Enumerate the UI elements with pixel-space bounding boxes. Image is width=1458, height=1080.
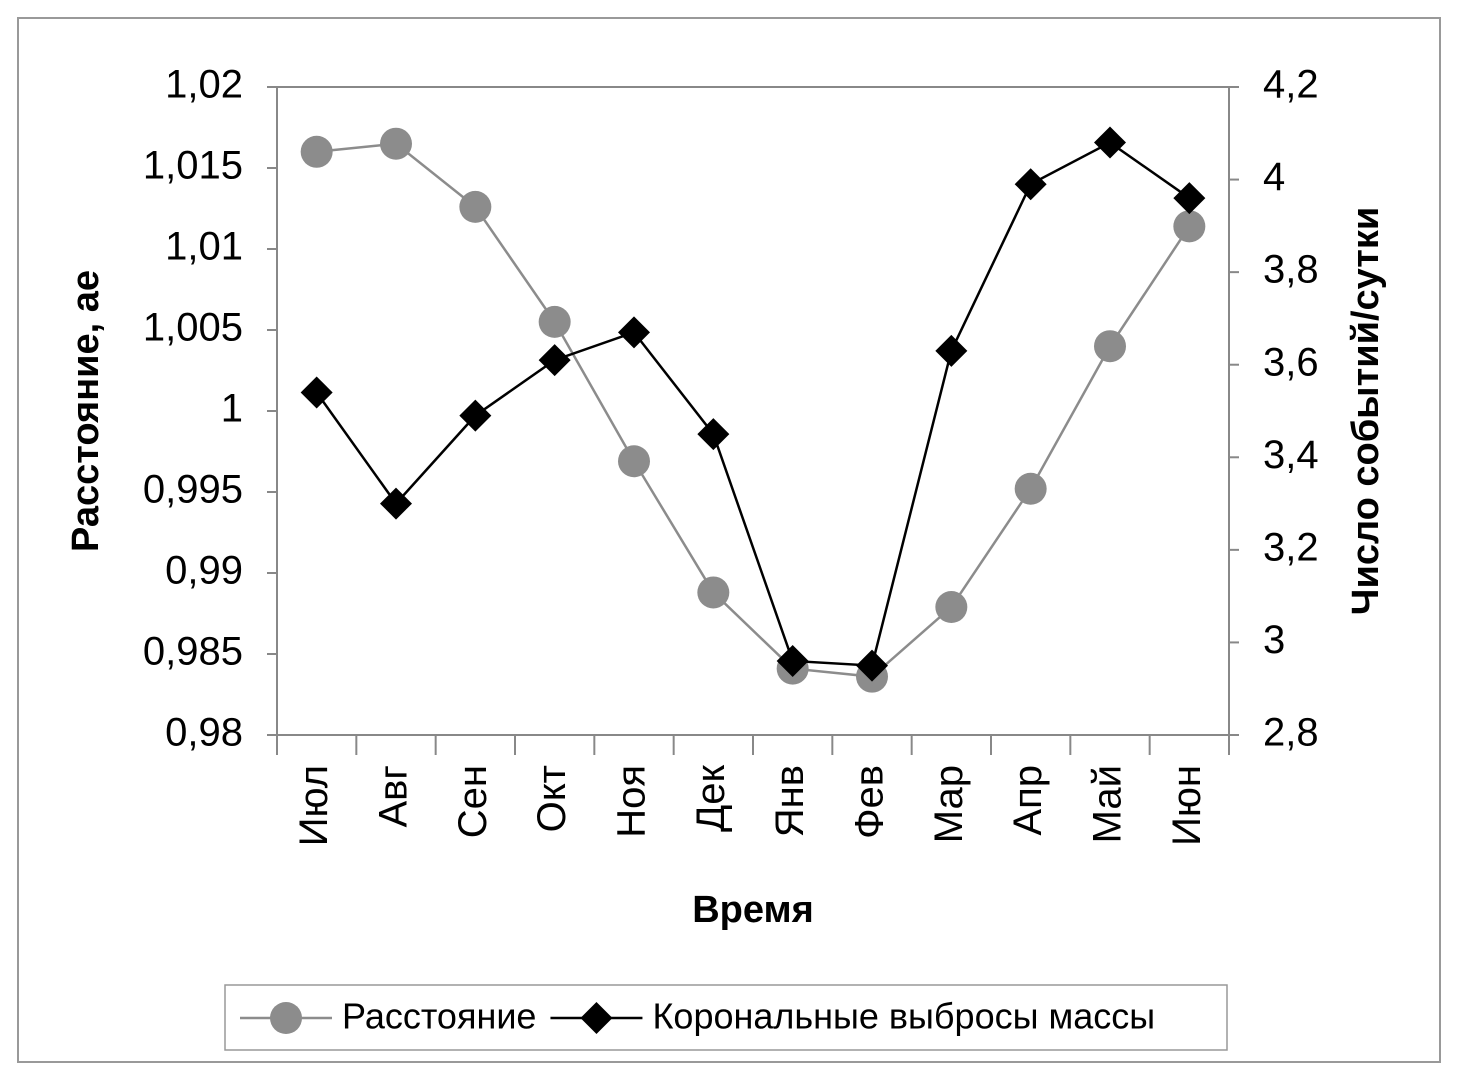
data-point — [1094, 126, 1126, 159]
data-point — [1014, 472, 1047, 505]
data-point — [935, 591, 968, 624]
x-tick-label: Янв — [768, 765, 812, 837]
data-point — [538, 344, 571, 377]
x-tick-label: Фев — [848, 765, 892, 839]
legend-label: Корональные выбросы массы — [652, 996, 1155, 1037]
data-point — [697, 418, 730, 451]
data-point — [1094, 330, 1126, 363]
x-tick-label: Дек — [689, 765, 733, 832]
data-point — [618, 445, 650, 478]
x-tick-label: Апр — [1006, 765, 1050, 836]
x-tick-label: Авг — [372, 765, 416, 828]
x-tick-label: Ноя — [610, 765, 654, 838]
y2-tick-label: 2,8 — [1263, 711, 1319, 755]
y-tick-label: 0,98 — [165, 711, 243, 755]
data-point — [538, 305, 571, 338]
data-point — [300, 135, 333, 168]
legend-marker — [580, 1002, 613, 1034]
series-line — [316, 142, 1191, 678]
x-tick-label: Окт — [530, 765, 574, 832]
x-tick-label: Мар — [927, 765, 971, 843]
y2-tick-label: 3,4 — [1263, 433, 1319, 477]
y2-tick-label: 3,8 — [1263, 248, 1319, 292]
series-line — [315, 141, 1191, 667]
y-tick-label: 0,995 — [143, 468, 243, 512]
y2-tick-label: 3 — [1263, 618, 1285, 662]
y-tick-label: 1,015 — [143, 144, 243, 188]
data-point — [459, 399, 492, 432]
data-point — [1014, 168, 1047, 201]
y-tick-label: 1,01 — [165, 225, 243, 269]
data-point — [380, 127, 412, 160]
legend-label: Расстояние — [342, 996, 536, 1037]
legend — [224, 984, 1228, 1051]
y-axis-title: Расстояние, ае — [65, 270, 107, 552]
x-tick-label: Июл — [292, 765, 336, 846]
y2-tick-label: 3,2 — [1263, 525, 1319, 569]
data-point — [380, 487, 412, 520]
y-tick-label: 1,005 — [143, 306, 243, 350]
y2-tick-label: 4,2 — [1263, 63, 1319, 107]
data-point — [618, 316, 650, 349]
legend-marker — [270, 1002, 302, 1034]
x-axis-title: Время — [692, 889, 814, 931]
y-tick-label: 1 — [221, 387, 243, 431]
x-tick-label: Сен — [451, 765, 495, 838]
y2-axis-title: Число событий/сутки — [1345, 207, 1387, 615]
data-point — [1173, 210, 1206, 243]
data-point — [697, 576, 730, 609]
data-point — [935, 334, 968, 367]
y-tick-label: 0,99 — [165, 549, 243, 593]
data-point — [300, 376, 333, 409]
y2-tick-label: 4 — [1263, 155, 1285, 199]
data-point — [776, 644, 809, 677]
x-tick-label: Май — [1086, 765, 1130, 843]
y2-tick-label: 3,6 — [1263, 340, 1319, 384]
y-tick-label: 1,02 — [165, 63, 243, 107]
data-point — [856, 649, 888, 682]
data-point — [1173, 182, 1206, 215]
chart-frame — [17, 17, 1441, 1063]
x-tick-label: Июн — [1165, 765, 1209, 846]
y-tick-label: 0,985 — [143, 630, 243, 674]
data-point — [459, 190, 492, 223]
